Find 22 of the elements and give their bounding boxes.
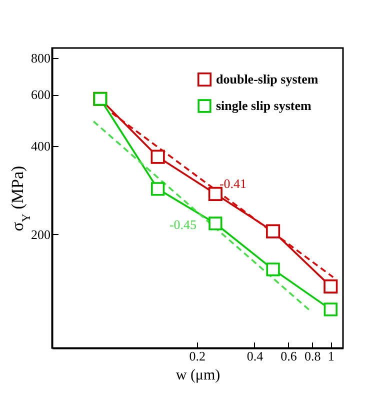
point xyxy=(150,150,165,164)
x-tick-label: 0.2 xyxy=(189,348,206,364)
point xyxy=(324,302,338,316)
y-tick-label: 200 xyxy=(31,226,50,242)
annotation: -0.41 xyxy=(219,176,247,191)
point xyxy=(208,216,222,230)
legend-label: double-slip system xyxy=(216,72,318,86)
y-tick-label: 800 xyxy=(31,50,50,66)
x-axis-title: w (μm) xyxy=(176,368,220,384)
x-tick-label: 0.8 xyxy=(304,348,321,364)
point xyxy=(324,279,338,294)
annotation: -0.45 xyxy=(169,217,197,232)
y-tick-label: 600 xyxy=(31,87,50,102)
legend-label: single slip system xyxy=(216,98,312,113)
point xyxy=(150,182,165,196)
x-tick-label: 0.6 xyxy=(280,348,298,364)
x-tick-label: 1 xyxy=(328,348,334,364)
y-tick-label: 400 xyxy=(31,138,50,154)
point xyxy=(208,186,222,201)
x-tick-label: 0.4 xyxy=(246,348,264,364)
point xyxy=(266,262,280,276)
point xyxy=(266,224,280,238)
